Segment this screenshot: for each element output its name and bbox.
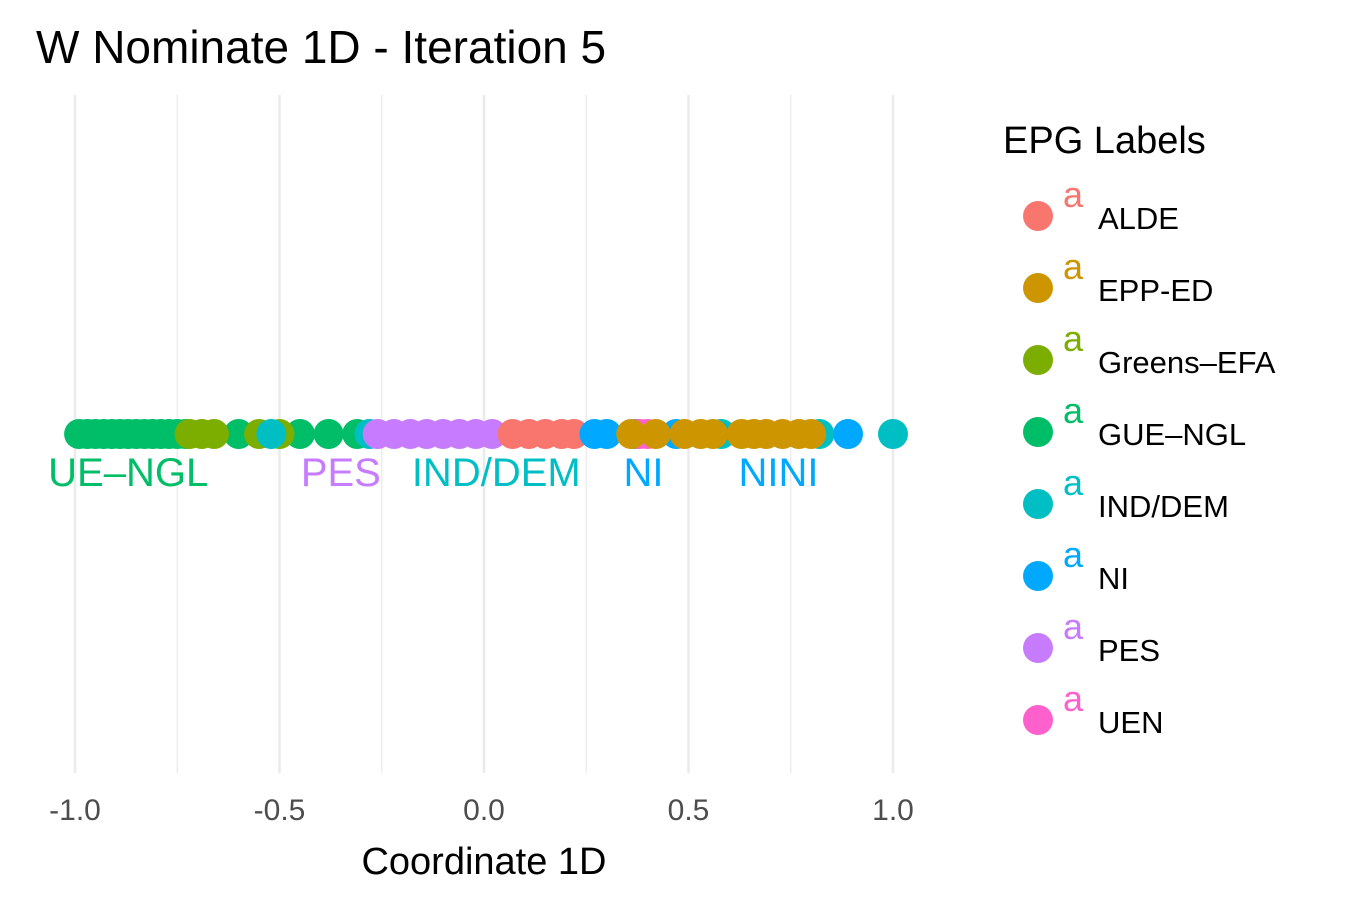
point-gue-ngl	[314, 419, 344, 449]
legend-key-dot	[1023, 273, 1053, 303]
chart-title: W Nominate 1D - Iteration 5	[36, 21, 606, 73]
legend-key-dot	[1023, 489, 1053, 519]
legend: EPG Labels a ALDE a EPP-ED a Greens–EFA a GUE–N…	[1003, 120, 1276, 740]
legend-key-glyph: a	[1063, 174, 1084, 215]
legend-key-glyph: a	[1063, 534, 1084, 575]
x-tick-label: -0.5	[254, 794, 306, 827]
legend-label: UEN	[1098, 705, 1163, 740]
legend-item: a PES	[1023, 606, 1160, 668]
legend-label: Greens–EFA	[1098, 345, 1276, 380]
x-axis-ticks: -1.0 -0.5 0.0 0.5 1.0	[49, 794, 914, 827]
legend-key-dot	[1023, 201, 1053, 231]
legend-key-dot	[1023, 705, 1053, 735]
legend-key-glyph: a	[1063, 678, 1084, 719]
legend-item: a Greens–EFA	[1023, 318, 1276, 380]
legend-item: a IND/DEM	[1023, 462, 1229, 524]
point-ind-dem	[878, 419, 908, 449]
legend-key-glyph: a	[1063, 606, 1084, 647]
point-ni	[833, 419, 863, 449]
group-label: IND/DEM	[412, 451, 581, 495]
legend-key-glyph: a	[1063, 318, 1084, 359]
legend-key-dot	[1023, 417, 1053, 447]
legend-item: a NI	[1023, 534, 1129, 596]
legend-title: EPG Labels	[1003, 120, 1206, 162]
legend-label: NI	[1098, 561, 1129, 596]
legend-key-dot	[1023, 561, 1053, 591]
legend-label: IND/DEM	[1098, 489, 1229, 524]
group-label: NI	[624, 451, 664, 495]
group-label: UE–NGL	[48, 451, 208, 495]
legend-label: ALDE	[1098, 201, 1179, 236]
point-epp-ed	[641, 419, 671, 449]
legend-key-dot	[1023, 633, 1053, 663]
point-ind-dem	[256, 419, 286, 449]
x-tick-label: -1.0	[49, 794, 101, 827]
x-tick-label: 0.0	[463, 794, 505, 827]
x-tick-label: 0.5	[668, 794, 710, 827]
legend-item: a UEN	[1023, 678, 1163, 740]
point-epp-ed	[796, 419, 826, 449]
group-label: PES	[301, 451, 381, 495]
legend-key-glyph: a	[1063, 246, 1084, 287]
legend-key-glyph: a	[1063, 390, 1084, 431]
x-axis-title: Coordinate 1D	[361, 841, 606, 883]
legend-item: a EPP-ED	[1023, 246, 1213, 308]
point-epp-ed	[698, 419, 728, 449]
point-greens-efa	[199, 419, 229, 449]
legend-label: EPP-ED	[1098, 273, 1213, 308]
data-points	[64, 419, 908, 449]
legend-item: a GUE–NGL	[1023, 390, 1246, 452]
x-tick-label: 1.0	[872, 794, 914, 827]
group-label: NINI	[738, 451, 818, 495]
legend-item: a ALDE	[1023, 174, 1179, 236]
legend-label: GUE–NGL	[1098, 417, 1246, 452]
legend-key-glyph: a	[1063, 462, 1084, 503]
legend-key-dot	[1023, 345, 1053, 375]
legend-label: PES	[1098, 633, 1160, 668]
group-labels: UE–NGL PES IND/DEM NI NINI	[48, 451, 818, 495]
